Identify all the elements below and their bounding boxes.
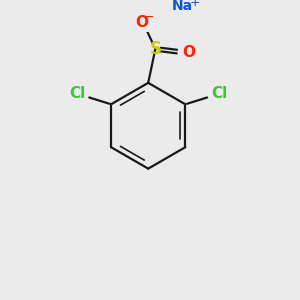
Text: −: − bbox=[144, 12, 154, 22]
Text: Cl: Cl bbox=[211, 86, 227, 101]
Text: Cl: Cl bbox=[69, 86, 85, 101]
Text: O: O bbox=[136, 15, 148, 30]
Text: S: S bbox=[149, 40, 161, 58]
Text: +: + bbox=[189, 0, 200, 9]
Text: Na: Na bbox=[172, 0, 193, 13]
Text: O: O bbox=[182, 45, 195, 60]
